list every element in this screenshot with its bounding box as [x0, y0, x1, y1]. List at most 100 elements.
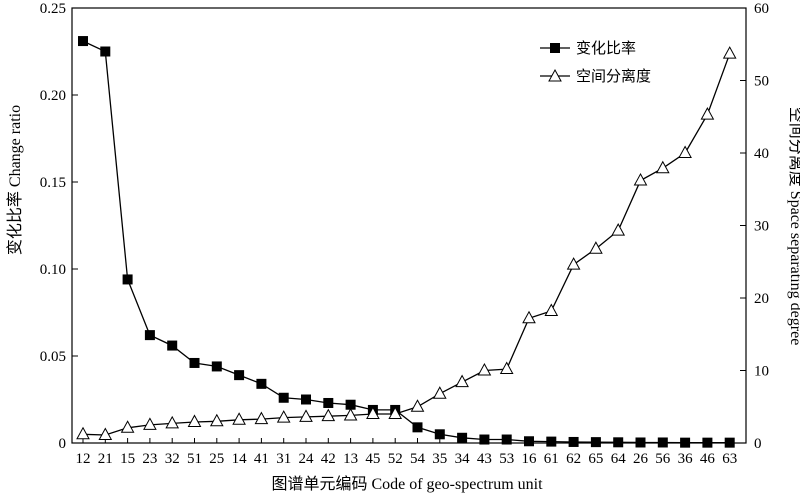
data-point-space-separating-degree	[366, 406, 380, 419]
legend-label-space-separating: 空间分离度	[576, 67, 651, 85]
data-point-space-separating-degree	[98, 427, 113, 441]
x-tick-label: 25	[209, 451, 224, 467]
data-point-change-ratio	[568, 436, 579, 447]
legend: 变化比率 空间分离度	[540, 39, 651, 85]
y-left-tick-label: 0.10	[40, 262, 66, 278]
x-tick-label: 52	[388, 451, 403, 467]
data-point-change-ratio	[635, 437, 646, 448]
data-point-change-ratio	[167, 340, 178, 351]
x-tick-label: 32	[165, 451, 180, 467]
data-point-space-separating-degree	[722, 46, 737, 59]
data-point-space-separating-degree	[388, 406, 403, 419]
x-tick-label: 61	[544, 451, 559, 467]
data-point-change-ratio	[122, 274, 133, 285]
x-tick-label: 51	[187, 451, 202, 467]
y-right-tick-label: 50	[754, 74, 769, 90]
data-point-space-separating-degree	[143, 417, 157, 430]
data-point-space-separating-degree	[343, 407, 358, 421]
x-tick-label: 14	[232, 451, 248, 467]
data-point-space-separating-degree	[611, 223, 626, 236]
y-right-tick-label: 0	[754, 436, 762, 452]
x-tick-label: 63	[722, 451, 737, 467]
data-point-change-ratio	[189, 357, 200, 368]
y-right-tick-label: 10	[754, 364, 769, 380]
x-tick-label: 23	[142, 451, 157, 467]
x-tick-label: 35	[432, 451, 447, 467]
x-tick-label: 43	[477, 451, 492, 467]
data-point-space-separating-degree	[410, 399, 425, 412]
axes: 0 0.05 0.10 0.15 0.20 0.25 0 10 20 30 40 50 60 12 21 15…	[40, 1, 769, 467]
x-tick-label: 42	[321, 451, 336, 467]
data-point-change-ratio	[100, 46, 111, 57]
x-tick-label: 12	[76, 451, 91, 467]
x-tick-label: 54	[410, 451, 426, 467]
data-point-space-separating-degree	[678, 145, 692, 158]
y-axis-left-title: 变化比率 Change ratio	[6, 105, 24, 255]
data-point-space-separating-degree	[477, 362, 492, 376]
x-tick-label: 31	[276, 451, 291, 467]
legend-marker-change-ratio	[550, 43, 560, 53]
data-point-space-separating-degree	[589, 241, 603, 254]
data-point-change-ratio	[345, 399, 356, 410]
data-point-space-separating-degree	[276, 410, 291, 423]
legend-label-change-ratio: 变化比率	[576, 39, 636, 57]
x-tick-label: 26	[633, 451, 649, 467]
data-point-space-separating-degree	[321, 408, 336, 422]
x-tick-label: 62	[566, 451, 581, 467]
data-point-change-ratio	[724, 437, 735, 448]
data-point-space-separating-degree	[544, 303, 559, 317]
y-left-tick-label: 0.05	[40, 349, 66, 365]
data-point-change-ratio	[479, 434, 490, 445]
data-point-space-separating-degree	[299, 409, 313, 422]
x-tick-label: 56	[655, 451, 671, 467]
data-point-change-ratio	[412, 422, 423, 433]
y-left-tick-label: 0.25	[40, 1, 66, 17]
x-tick-label: 15	[120, 451, 135, 467]
series-layer	[76, 36, 737, 448]
data-point-change-ratio	[256, 378, 267, 389]
data-point-change-ratio	[278, 392, 289, 403]
data-point-space-separating-degree	[432, 386, 447, 399]
data-point-space-separating-degree	[232, 412, 246, 425]
data-point-change-ratio	[657, 437, 668, 448]
x-tick-label: 24	[299, 451, 315, 467]
x-tick-label: 45	[365, 451, 380, 467]
legend-marker-space-separating	[548, 68, 562, 82]
x-tick-label: 16	[522, 451, 538, 467]
x-tick-label: 46	[700, 451, 716, 467]
y-left-tick-label: 0.15	[40, 175, 66, 191]
y-left-tick-label: 0	[59, 436, 67, 452]
data-point-change-ratio	[702, 437, 713, 448]
data-point-change-ratio	[501, 434, 512, 445]
data-point-space-separating-degree	[120, 420, 135, 433]
data-point-change-ratio	[323, 397, 334, 408]
data-point-change-ratio	[457, 432, 468, 443]
x-tick-label: 34	[455, 451, 471, 467]
data-point-change-ratio	[590, 437, 601, 448]
data-point-change-ratio	[234, 370, 245, 381]
data-point-change-ratio	[301, 394, 311, 405]
y-right-tick-label: 40	[754, 146, 769, 162]
data-point-space-separating-degree	[165, 415, 180, 429]
x-tick-label: 65	[588, 451, 603, 467]
data-point-change-ratio	[211, 361, 222, 372]
y-right-tick-label: 20	[754, 291, 769, 307]
data-point-space-separating-degree	[566, 257, 581, 270]
x-tick-label: 41	[254, 451, 269, 467]
x-tick-label: 13	[343, 451, 358, 467]
x-axis-title: 图谱单元编码 Code of geo-spectrum unit	[271, 475, 543, 493]
data-point-space-separating-degree	[209, 413, 224, 427]
data-point-space-separating-degree	[455, 374, 469, 388]
data-point-change-ratio	[613, 437, 624, 448]
data-point-space-separating-degree	[499, 361, 514, 375]
data-point-space-separating-degree	[700, 107, 715, 120]
data-point-space-separating-degree	[254, 411, 269, 425]
y-left-tick-label: 0.20	[40, 88, 66, 104]
data-point-change-ratio	[144, 330, 155, 341]
y-right-tick-label: 30	[754, 219, 769, 235]
data-point-change-ratio	[434, 429, 445, 440]
data-point-space-separating-degree	[655, 160, 670, 174]
data-point-space-separating-degree	[187, 414, 202, 427]
x-tick-label: 64	[611, 451, 627, 467]
y-right-tick-label: 60	[754, 1, 769, 17]
